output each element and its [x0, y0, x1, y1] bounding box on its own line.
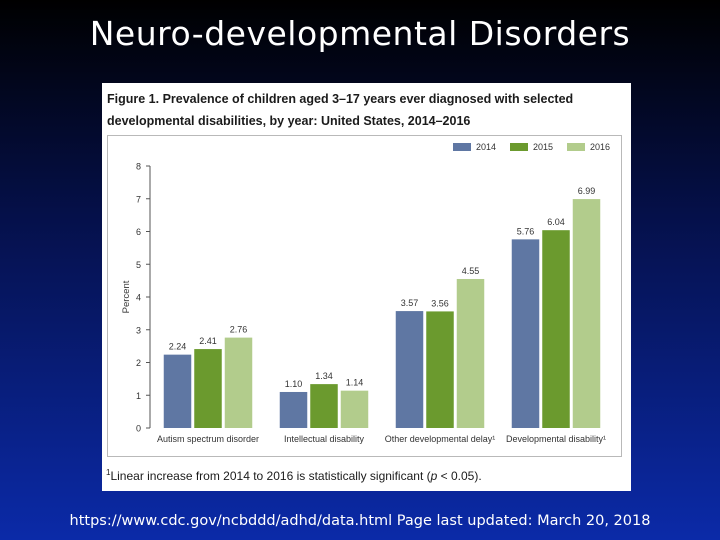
legend-swatch-2014 [453, 143, 471, 151]
footnote-text-end: < 0.05). [437, 469, 482, 483]
bar-2016 [224, 337, 253, 428]
figure-caption-line-2: developmental disabilities, by year: Uni… [107, 114, 471, 128]
footnote: 1Linear increase from 2014 to 2016 is st… [106, 468, 482, 483]
y-tick-label: 7 [136, 194, 141, 204]
bar-value-label: 4.55 [462, 266, 480, 276]
figure-panel: Figure 1. Prevalence of children aged 3–… [102, 83, 631, 491]
x-category-label: Autism spectrum disorder [157, 434, 259, 444]
legend-swatch-2015 [510, 143, 528, 151]
bar-value-label: 3.57 [401, 298, 419, 308]
legend-label: 2014 [476, 142, 496, 152]
bar-value-label: 1.10 [285, 379, 303, 389]
footnote-marker: 1 [106, 468, 111, 477]
bar-2014 [279, 391, 308, 428]
source-citation: https://www.cdc.gov/ncbddd/adhd/data.htm… [69, 513, 651, 529]
footnote-text: Linear increase from 2014 to 2016 is sta… [110, 469, 431, 483]
figure-caption-line-1: Figure 1. Prevalence of children aged 3–… [107, 92, 574, 106]
bar-2014 [163, 354, 192, 428]
bar-value-label: 2.24 [169, 342, 187, 352]
bar-2016 [456, 278, 485, 428]
footnote-p-symbol: p [430, 469, 438, 483]
y-tick-label: 1 [136, 391, 141, 401]
legend-label: 2015 [533, 142, 553, 152]
x-category-label: Other developmental delay¹ [385, 434, 496, 444]
y-tick-label: 8 [136, 162, 141, 172]
x-category-label: Intellectual disability [284, 434, 365, 444]
y-tick-label: 3 [136, 325, 141, 335]
bar-2015 [194, 349, 222, 428]
legend-swatch-2016 [567, 143, 585, 151]
slide-title: Neuro-developmental Disorders [89, 14, 631, 53]
bar-2016 [340, 390, 369, 428]
y-tick-label: 2 [136, 358, 141, 368]
y-tick-label: 4 [136, 293, 141, 303]
bar-2015 [542, 230, 570, 428]
bar-value-label: 2.41 [199, 336, 217, 346]
legend-label: 2016 [590, 142, 610, 152]
bar-value-label: 1.14 [346, 378, 364, 388]
y-tick-label: 0 [136, 424, 141, 434]
bar-value-label: 5.76 [517, 226, 535, 236]
bar-value-label: 6.99 [578, 186, 596, 196]
bar-value-label: 3.56 [431, 298, 449, 308]
bar-value-label: 6.04 [547, 217, 565, 227]
figure-caption: Figure 1. Prevalence of children aged 3–… [107, 88, 622, 132]
bar-2015 [310, 384, 338, 428]
bar-2015 [426, 311, 454, 428]
bar-2014 [511, 239, 540, 428]
y-tick-label: 6 [136, 227, 141, 237]
y-tick-label: 5 [136, 260, 141, 270]
bar-2016 [572, 199, 601, 428]
bar-chart: 0 1 2 3 4 5 6 7 8 Percent 2.24 2.41 2.76 Autism spect… [121, 142, 610, 444]
chart-frame: 0 1 2 3 4 5 6 7 8 Percent 2.24 2.41 2.76 Autism spect… [107, 135, 622, 457]
bar-value-label: 1.34 [315, 371, 333, 381]
y-axis-title: Percent [121, 280, 132, 313]
bar-value-label: 2.76 [230, 325, 248, 335]
x-category-label: Developmental disability¹ [506, 434, 606, 444]
bar-2014 [395, 311, 424, 428]
